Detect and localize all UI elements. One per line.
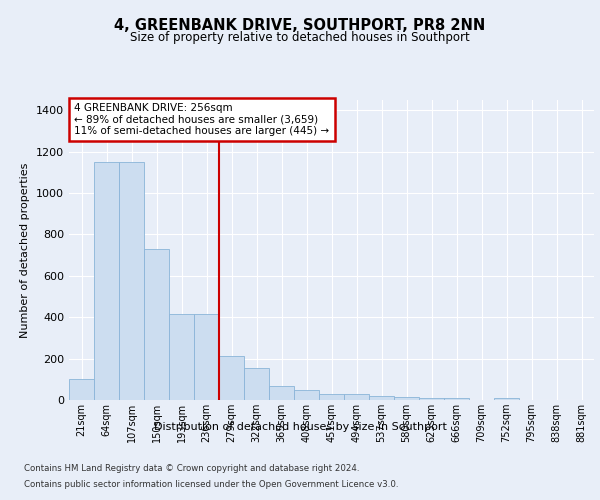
Bar (219, 356, 244, 400)
Text: 4, GREENBANK DRIVE, SOUTHPORT, PR8 2NN: 4, GREENBANK DRIVE, SOUTHPORT, PR8 2NN (115, 18, 485, 32)
Bar (119, 162, 144, 400)
Bar (244, 368, 269, 400)
Text: Contains public sector information licensed under the Open Government Licence v3: Contains public sector information licen… (24, 480, 398, 489)
Bar (344, 394, 369, 400)
Bar (419, 398, 444, 400)
Bar (94, 162, 119, 400)
Text: 4 GREENBANK DRIVE: 256sqm
← 89% of detached houses are smaller (3,659)
11% of se: 4 GREENBANK DRIVE: 256sqm ← 89% of detac… (74, 103, 329, 136)
Bar (494, 398, 519, 400)
Y-axis label: Number of detached properties: Number of detached properties (20, 162, 31, 338)
Bar (294, 390, 319, 400)
Bar (394, 397, 419, 400)
Bar (169, 314, 194, 400)
Bar (319, 394, 344, 400)
Bar (144, 249, 169, 400)
Bar (194, 314, 219, 400)
Text: Contains HM Land Registry data © Crown copyright and database right 2024.: Contains HM Land Registry data © Crown c… (24, 464, 359, 473)
Bar (444, 398, 469, 400)
Text: Size of property relative to detached houses in Southport: Size of property relative to detached ho… (130, 31, 470, 44)
Bar (69, 380, 94, 400)
Bar (369, 396, 394, 400)
Bar (269, 386, 294, 400)
Text: Distribution of detached houses by size in Southport: Distribution of detached houses by size … (154, 422, 446, 432)
